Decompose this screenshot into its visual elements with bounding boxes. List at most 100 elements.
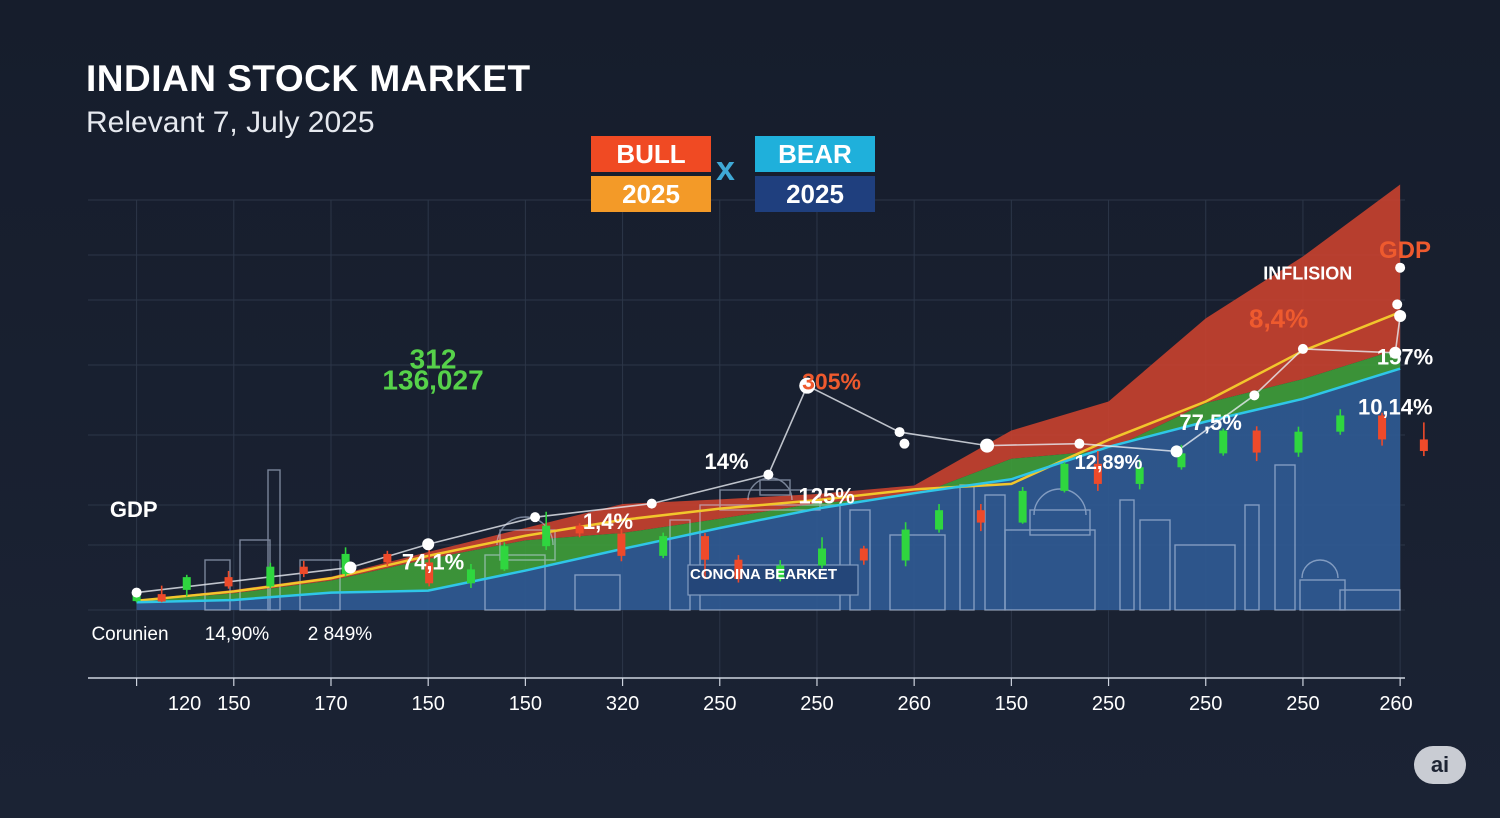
chart-areas <box>136 184 1401 610</box>
annotation-label: 1,4% <box>583 509 633 534</box>
chart-title: INDIAN STOCK MARKET <box>86 58 531 99</box>
skyline-building <box>1139 519 1171 611</box>
candle-body <box>776 565 785 580</box>
candle-body <box>425 562 434 584</box>
skyline-building <box>1004 529 1096 611</box>
candle-body <box>500 546 509 570</box>
x-tick-label: 150 <box>217 693 250 715</box>
candle-body <box>1135 467 1144 484</box>
skyline-building <box>299 559 341 611</box>
data-marker <box>1297 343 1308 354</box>
bull-label: BULL <box>591 136 711 172</box>
candle-body <box>157 594 166 602</box>
annotation-label: GDP <box>110 497 158 522</box>
annotation-label: 74,1% <box>402 549 464 574</box>
annotation-label: GDP <box>1379 237 1431 264</box>
x-tick-label: 250 <box>703 693 736 715</box>
candle-body <box>1294 431 1303 453</box>
data-marker <box>980 438 995 453</box>
data-marker <box>1249 390 1260 401</box>
annotation-label: 305% <box>802 369 861 395</box>
candle-body <box>1060 463 1069 491</box>
marker-series <box>131 262 1407 598</box>
area-band-blue <box>136 368 1401 610</box>
skyline-building <box>1119 499 1135 611</box>
bear-label: BEAR <box>755 136 875 172</box>
candle-body <box>299 566 308 575</box>
data-marker <box>899 438 910 449</box>
ai-watermark-badge: ai <box>1414 746 1466 784</box>
annotation-label: 157% <box>1377 344 1433 369</box>
candle-body <box>617 533 626 556</box>
bottom-label: Corunien <box>91 624 168 645</box>
skyline-dome <box>1033 488 1087 516</box>
candle-body <box>575 525 584 534</box>
data-marker <box>344 561 357 574</box>
data-marker <box>799 377 816 394</box>
x-tick-label: 150 <box>995 693 1028 715</box>
skyline-building <box>889 534 946 611</box>
candle-body <box>859 548 868 561</box>
legend-separator: x <box>716 150 735 188</box>
candle-body <box>1018 490 1027 523</box>
x-axis: 120 150 170 150 150 320 250 250 260 150 250 250 250 2… <box>88 624 1413 715</box>
candle-body <box>466 569 475 584</box>
candle-body <box>901 529 910 561</box>
chart-subtitle: Relevant 7, July 2025 <box>86 106 375 139</box>
skyline-building <box>1274 464 1296 611</box>
skyline-building <box>267 469 281 611</box>
skyline-building <box>1339 589 1401 611</box>
data-marker <box>646 498 657 509</box>
candle-body <box>1177 453 1186 468</box>
skyline-building <box>1299 579 1346 611</box>
candle-body <box>1419 439 1428 452</box>
skyline-building <box>849 509 871 611</box>
skyline-building <box>1244 504 1260 611</box>
data-marker <box>1394 310 1407 323</box>
annotation-label: 136,027 <box>382 365 483 396</box>
x-tick-label: 170 <box>314 693 347 715</box>
candle-body <box>1378 415 1387 440</box>
candle-body <box>383 553 392 563</box>
candle-body <box>542 525 551 547</box>
data-marker <box>763 469 774 480</box>
candle-body <box>224 577 233 587</box>
x-tick-label: 250 <box>800 693 833 715</box>
x-tick-label: 320 <box>606 693 639 715</box>
skyline-dome <box>496 516 554 546</box>
candle-body <box>734 559 743 580</box>
skyline-dome <box>1301 559 1339 579</box>
data-marker <box>422 538 435 551</box>
x-tick-label: 250 <box>1286 693 1319 715</box>
bottom-label: 2 849% <box>308 624 373 645</box>
x-tick-label: 250 <box>1189 693 1222 715</box>
x-tick-label: 150 <box>411 693 444 715</box>
data-marker <box>131 587 142 598</box>
skyline-sign <box>687 564 859 596</box>
data-marker <box>530 512 541 523</box>
annotation-label: 14% <box>705 449 749 474</box>
annotation-label: 12,89% <box>1075 452 1143 474</box>
data-marker <box>1170 445 1183 458</box>
annotation-label: 125% <box>799 484 855 509</box>
skyline-building <box>574 574 621 611</box>
annotation-label: 10,14% <box>1358 395 1433 420</box>
x-tick-label: 260 <box>897 693 930 715</box>
data-marker <box>1392 299 1403 310</box>
skyline-building <box>1174 544 1236 611</box>
candle-body <box>818 548 827 566</box>
candle-body <box>976 510 985 523</box>
line-cyan <box>136 367 1401 604</box>
candle-body <box>132 594 141 602</box>
annotation-label: 8,4% <box>1249 304 1308 334</box>
candle-body <box>1219 430 1228 454</box>
area-band-red <box>136 184 1401 602</box>
line-yellow <box>136 311 1401 602</box>
bull-year: 2025 <box>591 176 711 212</box>
candle-body <box>659 536 668 556</box>
data-marker <box>1395 262 1406 273</box>
annotation-label: 312 <box>410 343 457 374</box>
annotation-label: CONOINA BEARKET <box>690 566 837 583</box>
candle-body <box>700 536 709 560</box>
